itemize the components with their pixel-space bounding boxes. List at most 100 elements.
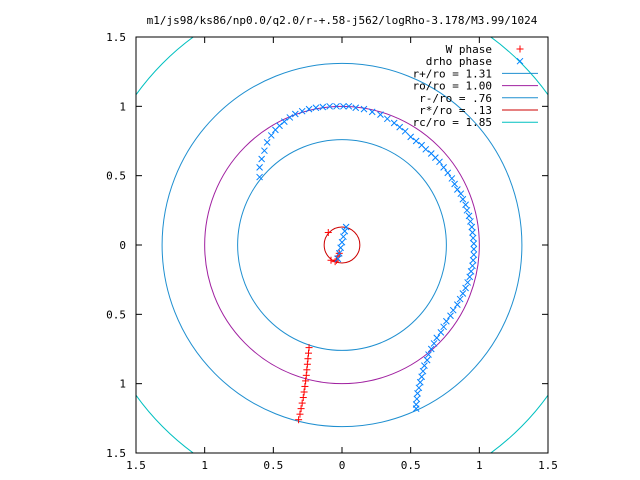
- drho-phase-point: [468, 223, 476, 231]
- x-tick-label: 0.5: [401, 459, 421, 472]
- chart-title: m1/js98/ks86/np0.0/q2.0/r-+.58-j562/logR…: [147, 14, 538, 27]
- legend-label: drho phase: [426, 55, 492, 68]
- drho-phase-point: [447, 312, 454, 320]
- x-tick-label: 1: [476, 459, 483, 472]
- drho-phase-point: [342, 223, 350, 231]
- drho-phase-point: [462, 284, 469, 292]
- drho-phase-point: [368, 108, 376, 116]
- drho-phase-point: [425, 351, 432, 358]
- drho-phase-point: [360, 105, 368, 113]
- drho-phase-point: [326, 102, 333, 110]
- drho-phase-point: [421, 362, 428, 369]
- y-tick-label: 1.5: [106, 31, 126, 44]
- drho-phase-point: [419, 367, 427, 375]
- drho-phase-point: [418, 373, 426, 381]
- legend-label: W phase: [446, 43, 492, 56]
- w-phase-point: [295, 416, 303, 424]
- x-tick-label: 1.5: [538, 459, 558, 472]
- drho-phase-point: [280, 118, 288, 125]
- drho-phase-point: [448, 175, 456, 182]
- drho-phase-point: [312, 104, 320, 112]
- y-tick-label: 1: [119, 100, 126, 113]
- drho-phase-point: [430, 340, 438, 347]
- drho-phase-point: [469, 256, 477, 264]
- drho-phase-point: [286, 114, 294, 121]
- drho-phase-point: [449, 306, 457, 314]
- drho-phase-point: [465, 212, 473, 220]
- radius-circle: [323, 226, 361, 264]
- drho-phase-point: [467, 218, 474, 225]
- w-phase-point: [305, 344, 313, 352]
- drho-phase-point: [383, 115, 391, 123]
- drho-phase-point: [352, 104, 360, 112]
- drho-phase-point: [464, 279, 472, 286]
- drho-phase-point: [414, 390, 421, 397]
- axes: 1.5 1 0.5 0 0.5 1 1.51.510.500.511.5: [106, 31, 558, 472]
- drho-phase-point: [333, 102, 340, 110]
- drho-phase-point: [459, 195, 467, 203]
- drho-phase-point: [470, 245, 478, 253]
- drho-phase-point: [463, 206, 471, 214]
- y-tick-label: 1.5: [106, 447, 126, 460]
- drho-phase-point: [470, 251, 478, 259]
- x-tick-label: 0: [339, 459, 346, 472]
- w-phase-point: [324, 229, 332, 237]
- drho-phase-point: [415, 384, 423, 392]
- x-tick-label: 0.5: [263, 459, 283, 472]
- drho-phase-point: [457, 190, 465, 198]
- drho-phase-point: [334, 255, 342, 263]
- w-phase-point: [299, 394, 307, 402]
- drho-phase-point: [437, 329, 445, 336]
- drho-phase-point: [470, 240, 478, 247]
- x-tick-label: 1.5: [126, 459, 146, 472]
- drho-phase-point: [377, 111, 384, 119]
- drho-phase-point: [341, 227, 349, 235]
- w-phase-point: [304, 355, 312, 363]
- w-phase-point: [303, 360, 311, 368]
- drho-phase-point: [462, 201, 469, 209]
- y-tick-label: 0.5: [106, 308, 126, 321]
- drho-phase-point: [407, 133, 415, 141]
- drho-phase-point: [261, 147, 268, 155]
- drho-phase-point: [412, 137, 420, 145]
- drho-phase-point: [413, 395, 421, 403]
- drho-phase-point: [451, 180, 458, 188]
- drho-phase-point: [469, 229, 476, 236]
- legend-cross-marker: [516, 57, 524, 65]
- drho-phase-point: [456, 295, 464, 303]
- w-phase-point: [296, 410, 304, 418]
- drho-phase-point: [459, 290, 467, 297]
- drho-phase-point: [337, 244, 344, 252]
- drho-phase-point: [390, 119, 398, 127]
- w-phase-point: [303, 366, 311, 374]
- drho-phase-point: [436, 158, 443, 166]
- drho-phase-point: [412, 405, 420, 412]
- w-phase-point: [302, 371, 310, 379]
- drho-phase-point: [440, 163, 447, 171]
- drho-phase-point: [396, 123, 404, 131]
- w-phase-point: [300, 388, 308, 396]
- drho-phase-point: [340, 102, 347, 110]
- drho-phase-point: [454, 186, 461, 193]
- drho-phase-point: [427, 345, 435, 353]
- w-phase-point: [301, 382, 309, 390]
- drho-phase-point: [340, 233, 347, 241]
- drho-phase-point: [454, 301, 461, 308]
- drho-phase-point: [267, 132, 275, 139]
- legend-label: rc/ro = 1.85: [413, 116, 492, 129]
- drho-phase-point: [319, 103, 327, 111]
- drho-phase-point: [416, 378, 424, 386]
- drho-phase-point: [444, 169, 452, 177]
- drho-phase-point: [298, 107, 306, 115]
- y-tick-label: 0: [119, 239, 126, 252]
- drho-phase-point: [256, 173, 263, 181]
- legend-label: r+/ro = 1.31: [413, 67, 492, 80]
- radius-circle: [237, 139, 447, 351]
- drho-phase-point: [291, 110, 299, 118]
- x-tick-label: 1: [201, 459, 208, 472]
- drho-phase-point: [401, 127, 409, 135]
- radius-circle: [204, 105, 480, 385]
- drho-phase-point: [338, 238, 346, 246]
